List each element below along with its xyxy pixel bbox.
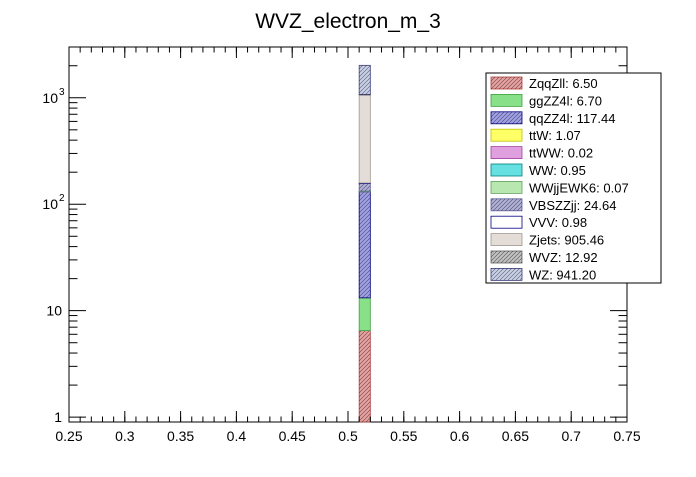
- legend-swatch-ttww: [490, 146, 523, 160]
- x-tick-label: 0.5: [338, 428, 358, 444]
- legend-swatch-hatch: [491, 198, 522, 211]
- y-tick-label: 10: [46, 303, 62, 319]
- x-tick-label: 0.4: [227, 428, 247, 444]
- legend-swatch-ww: [490, 163, 523, 177]
- bar-segment-ggzz4l: [358, 297, 371, 331]
- legend-label: ttW: 1.07: [529, 128, 581, 143]
- x-tick-label: 0.45: [279, 428, 306, 444]
- x-tick-label: 0.7: [561, 428, 581, 444]
- legend-label: WW: 0.95: [529, 163, 586, 178]
- legend-swatch-vvv: [490, 215, 523, 229]
- x-tick-label: 0.25: [55, 428, 82, 444]
- x-tick-label: 0.6: [450, 428, 470, 444]
- y-tick-exponent: 2: [59, 193, 65, 204]
- x-tick-label: 0.55: [390, 428, 417, 444]
- y-tick-label: 10: [42, 196, 58, 212]
- legend-label: VBSZZjj: 24.64: [529, 198, 616, 213]
- legend-label: ZqqZll: 6.50: [529, 76, 598, 91]
- legend-label: WVZ: 12.92: [529, 250, 598, 265]
- legend-swatch-hatch: [491, 111, 522, 124]
- x-tick-label: 0.75: [613, 428, 640, 444]
- legend-label: VVV: 0.98: [529, 215, 587, 230]
- legend-swatch-zjets: [490, 233, 523, 247]
- y-tick-exponent: 3: [59, 87, 65, 98]
- legend-label: WWjjEWK6: 0.07: [529, 180, 629, 195]
- y-tick-label: 10: [42, 90, 58, 106]
- x-axis: 0.25 0.3 0.35 0.4 0.45 0.5 0.55 0.6 0.65 0.7 0.75: [55, 47, 641, 444]
- legend-label: ggZZ4l: 6.70: [529, 93, 602, 108]
- legend-label: WZ: 941.20: [529, 267, 596, 282]
- bars-layer: [358, 64, 371, 423]
- bar-hatch-wz: [359, 65, 371, 95]
- bar-hatch-vbszzjj: [359, 183, 371, 192]
- legend-box: [485, 72, 662, 284]
- x-tick-label: 0.35: [167, 428, 194, 444]
- legend-swatch-ggzz4l: [490, 94, 523, 107]
- bar-segment-zjets: [358, 94, 371, 184]
- legend-swatch-wwjjewk6: [490, 180, 523, 194]
- legend-swatch-hatch: [491, 77, 522, 89]
- y-tick-label: 1: [54, 409, 62, 425]
- legend-swatch-hatch: [491, 251, 522, 263]
- legend-label: Zjets: 905.46: [529, 233, 604, 248]
- x-tick-label: 0.3: [115, 428, 135, 444]
- x-tick-label: 0.65: [502, 428, 529, 444]
- legend-label: qqZZ4l: 117.44: [529, 111, 615, 126]
- chart-title: WVZ_electron_m_3: [255, 10, 441, 33]
- legend-label: ttWW: 0.02: [529, 146, 593, 161]
- bar-hatch-qqzz4l: [359, 191, 371, 298]
- bar-hatch-zqqzll: [359, 330, 371, 422]
- legend: ZqqZll: 6.50 ggZZ4l: 6.70 qqZZ4l: 117.44 tt…: [485, 72, 662, 284]
- legend-swatch-ttw: [490, 128, 523, 142]
- legend-swatch-hatch: [491, 268, 522, 281]
